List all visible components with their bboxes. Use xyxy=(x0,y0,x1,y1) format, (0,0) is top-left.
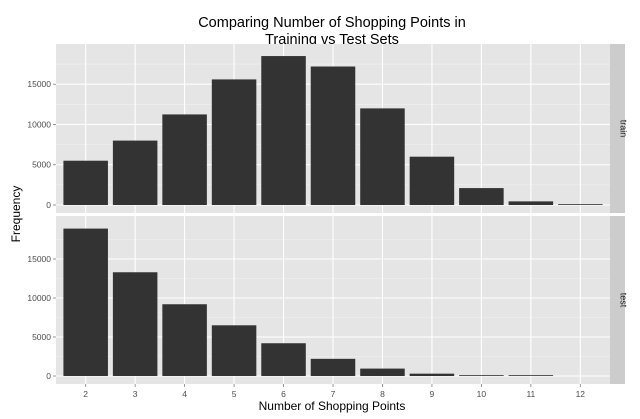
y-tick-label: 10000 xyxy=(27,119,51,129)
x-tick-label: 7 xyxy=(331,389,336,399)
x-tick-label: 12 xyxy=(576,389,586,399)
bar-test-4 xyxy=(162,304,207,376)
x-tick-label: 11 xyxy=(526,389,535,399)
chart-panels: 0 5000 10000 15000 train 0 5000 10000 15000 test 2… xyxy=(27,44,629,399)
facet-label-train: train xyxy=(619,120,629,138)
chart-title-line-1: Comparing Number of Shopping Points in xyxy=(198,15,466,31)
x-tick-label: 3 xyxy=(133,389,138,399)
facet-label-test: test xyxy=(619,293,629,308)
bar-test-2 xyxy=(63,228,108,376)
bar-train-10 xyxy=(459,188,504,205)
x-tick-label: 4 xyxy=(182,389,187,399)
bar-train-12 xyxy=(558,204,603,205)
bar-train-5 xyxy=(211,79,257,205)
bar-train-2 xyxy=(63,160,108,205)
bar-test-7 xyxy=(310,358,356,376)
bar-train-9 xyxy=(409,156,455,205)
x-axis-title: Number of Shopping Points xyxy=(259,399,406,413)
bar-test-8 xyxy=(360,368,405,376)
x-tick-label: 9 xyxy=(430,389,435,399)
bar-train-11 xyxy=(508,201,554,205)
facet-strip xyxy=(610,44,625,213)
bar-test-9 xyxy=(409,373,455,376)
bar-train-7 xyxy=(310,66,356,206)
panel-train: 0 5000 10000 15000 train xyxy=(27,44,629,213)
x-tick-label: 2 xyxy=(83,389,88,399)
y-tick-label: 15000 xyxy=(27,79,51,89)
y-tick-label: 5000 xyxy=(32,160,51,170)
bar-test-11 xyxy=(508,375,554,376)
bar-test-3 xyxy=(112,272,158,376)
y-tick-label: 0 xyxy=(46,200,51,210)
bar-train-3 xyxy=(112,140,158,205)
x-tick-label: 5 xyxy=(232,389,237,399)
y-tick-label: 5000 xyxy=(32,332,51,342)
bar-test-10 xyxy=(459,375,504,376)
y-tick-label: 10000 xyxy=(27,293,51,303)
bar-test-5 xyxy=(211,325,257,376)
y-tick-label: 15000 xyxy=(27,254,51,264)
bar-train-6 xyxy=(261,56,306,205)
panel-test: 0 5000 10000 15000 test xyxy=(27,216,629,384)
x-tick-label: 10 xyxy=(477,389,487,399)
y-tick-label: 0 xyxy=(46,371,51,381)
x-tick-label: 8 xyxy=(380,389,385,399)
bar-train-4 xyxy=(162,114,207,205)
x-tick-label: 6 xyxy=(281,389,286,399)
facet-strip xyxy=(610,216,625,384)
y-axis-title: Frequency xyxy=(9,186,23,243)
bar-test-6 xyxy=(261,343,306,376)
bar-train-8 xyxy=(360,108,405,205)
